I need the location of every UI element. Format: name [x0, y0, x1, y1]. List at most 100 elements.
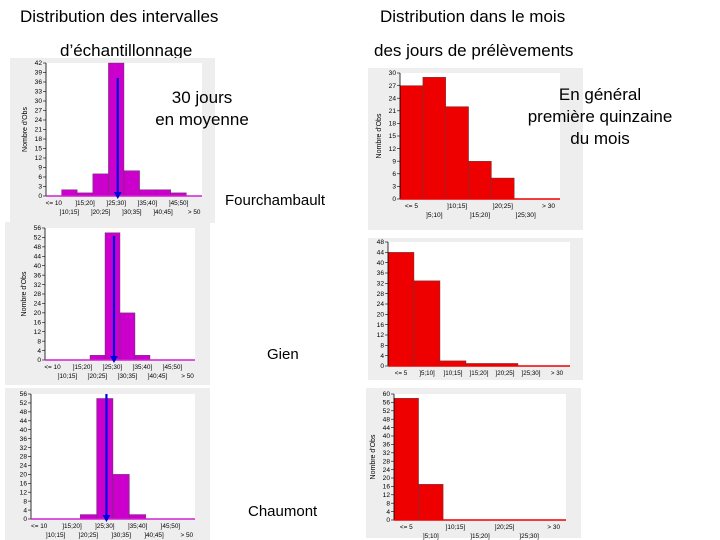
x-tick-label: <= 10 [46, 200, 63, 207]
bar [92, 173, 109, 197]
average-note: 30 jours en moyenne [138, 87, 266, 131]
heading-right-line1: Distribution dans le mois [380, 7, 566, 26]
x-tick-label: > 50 [188, 209, 201, 216]
y-tick-label: 3 [392, 184, 396, 191]
average-marker-arrowhead [113, 192, 122, 199]
x-tick-label: ]10;15] [447, 203, 467, 210]
y-tick-label: 48 [20, 409, 28, 416]
y-tick-label: 12 [377, 332, 385, 339]
y-tick-label: 0 [37, 357, 41, 364]
bar [104, 232, 121, 361]
average-marker-arrowhead [110, 356, 118, 363]
y-tick-label: 4 [386, 509, 390, 516]
x-tick-label: ]10;15] [444, 370, 463, 377]
y-tick-label: 28 [20, 454, 28, 461]
x-tick-label: ]20;25] [79, 532, 99, 539]
bar [393, 397, 419, 521]
x-tick-label: ]35;40] [133, 364, 153, 371]
bar [154, 189, 171, 197]
y-tick-label: 12 [20, 489, 28, 496]
y-tick-label: 0 [392, 196, 396, 203]
y-tick-label: 48 [377, 239, 385, 246]
bar [112, 474, 130, 520]
x-tick-label: <= 5 [405, 203, 419, 210]
bar [119, 312, 136, 361]
y-tick-label: 4 [37, 348, 41, 355]
x-tick-label: ]45;50] [161, 523, 181, 530]
y-tick-label: 15 [389, 133, 397, 140]
y-tick-label: 28 [383, 458, 391, 465]
y-tick-label: 60 [383, 391, 391, 398]
y-tick-label: 20 [377, 312, 385, 319]
y-tick-label: 8 [380, 343, 384, 350]
x-tick-label: <= 5 [395, 370, 408, 377]
y-tick-label: 9 [38, 165, 42, 172]
y-tick-label: 30 [35, 98, 43, 105]
y-tick-label: 36 [35, 79, 43, 86]
heading-left-line2: d’échantillonnage [60, 41, 193, 60]
y-tick-label: 32 [20, 445, 28, 452]
y-tick-label: 33 [35, 89, 43, 96]
x-tick-label: ]5;10] [426, 212, 443, 219]
x-tick-label: ]10;15] [60, 209, 80, 216]
bar [61, 189, 78, 197]
y-tick-label: 42 [35, 60, 43, 67]
average-note-line2: en moyenne [155, 110, 249, 129]
y-tick-label: 28 [377, 291, 385, 298]
day-chart-fourchambault: 0 3 6 9 12 15 18 21 24 27 30 Nombre d'Obs <= 5]10;15… [368, 68, 583, 230]
y-tick-label: 36 [20, 436, 28, 443]
y-tick-label: 52 [383, 408, 391, 415]
bar [108, 62, 125, 197]
y-tick-label: 20 [383, 475, 391, 482]
y-tick-label: 20 [34, 310, 42, 317]
average-marker-arrowhead [102, 515, 111, 522]
bar [96, 398, 114, 520]
x-tick-label: ]25;30] [103, 364, 123, 371]
y-tick-label: 4 [380, 353, 384, 360]
y-tick-label: 44 [34, 253, 42, 260]
x-tick-label: ]10;15] [446, 524, 466, 531]
y-tick-label: 8 [386, 500, 390, 507]
bar [399, 85, 424, 200]
general-note-line3: du mois [570, 129, 630, 148]
x-tick-label: ]30;35] [118, 373, 138, 380]
general-note-line1: En général [558, 85, 642, 104]
average-note-line1: 30 jours [171, 88, 233, 107]
x-tick-label: ]5;10] [419, 370, 435, 377]
y-tick-label: 32 [377, 281, 385, 288]
y-tick-label: 4 [23, 507, 27, 514]
y-tick-label: 44 [383, 425, 391, 432]
x-tick-label: ]30;35] [122, 209, 142, 216]
y-axis-title: Nombre d'Obs [376, 113, 383, 158]
bar [468, 160, 492, 200]
x-tick-label: <= 10 [31, 523, 48, 530]
x-tick-label: > 30 [547, 524, 560, 531]
x-tick-label: ]45;50] [163, 364, 183, 371]
x-tick-label: > 50 [181, 373, 194, 380]
y-tick-label: 12 [383, 492, 391, 499]
y-tick-label: 40 [20, 427, 28, 434]
y-tick-label: 16 [20, 480, 28, 487]
y-tick-label: 32 [383, 450, 391, 457]
x-tick-label: ]20;25] [493, 203, 513, 210]
x-tick-label: <= 10 [44, 364, 61, 371]
x-tick-label: ]35;40] [138, 200, 158, 207]
y-tick-label: 15 [35, 146, 43, 153]
x-tick-label: ]15;20] [470, 533, 490, 540]
general-note-line2: première quinzaine [527, 107, 673, 126]
heading-right-line2: des jours de prélèvements [374, 41, 574, 60]
x-tick-label: ]15;20] [470, 212, 490, 219]
y-tick-label: 3 [38, 184, 42, 191]
y-tick-label: 40 [377, 260, 385, 267]
y-tick-label: 36 [377, 270, 385, 277]
y-tick-label: 0 [380, 363, 384, 370]
x-tick-label: > 30 [542, 203, 555, 210]
y-tick-label: 0 [38, 193, 42, 200]
x-tick-label: ]5;10] [423, 533, 439, 540]
y-tick-label: 40 [34, 263, 42, 270]
heading-left-line1: Distribution des intervalles [20, 7, 219, 26]
x-tick-label: <= 5 [400, 524, 413, 531]
y-axis-title: Nombre d'Obs [21, 271, 28, 316]
